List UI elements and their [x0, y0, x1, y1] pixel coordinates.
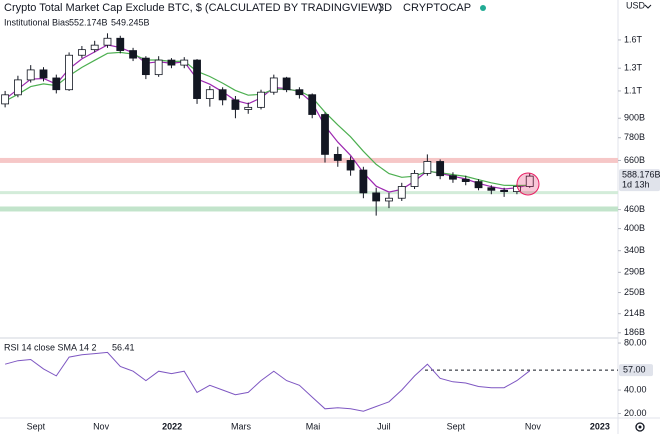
- candle-body: [167, 59, 176, 66]
- indicator-value: 549.245B: [111, 17, 150, 27]
- candle-body: [90, 44, 99, 51]
- candle-body: [39, 69, 48, 79]
- candle-body: [346, 160, 355, 171]
- rsi-tick-label: 40.00: [624, 384, 647, 394]
- rsi-tick-label: 20.00: [624, 408, 647, 418]
- x-tick-label: Juil: [377, 421, 391, 431]
- y-tick-label: 1.6T: [624, 34, 643, 44]
- candle-body: [321, 114, 329, 155]
- candle-body: [269, 77, 278, 93]
- y-tick-label: 340B: [624, 245, 645, 255]
- candle-body: [103, 37, 112, 46]
- status-dot: [480, 5, 486, 11]
- candle-body: [525, 175, 534, 187]
- candle-body: [295, 89, 304, 96]
- y-tick-label: 290B: [624, 267, 645, 277]
- candle-body: [116, 37, 125, 51]
- candle-body: [500, 189, 509, 192]
- x-tick-label: Sept: [447, 421, 466, 431]
- candle-body: [410, 173, 419, 187]
- candle-body: [474, 181, 483, 189]
- candle-body: [1, 94, 10, 105]
- y-tick-label: 460B: [624, 204, 645, 214]
- x-tick-label: Mai: [306, 421, 321, 431]
- y-tick-label: 780B: [624, 132, 645, 142]
- level-band: [0, 157, 618, 163]
- candle-body: [487, 187, 496, 191]
- candle-body: [461, 178, 470, 182]
- rsi-level-box: [619, 364, 653, 377]
- indicator-name: Institutional Bias: [4, 17, 70, 27]
- chart-title: Crypto Total Market Cap Exclude BTC, $ (…: [4, 2, 382, 14]
- candle-body: [141, 57, 150, 76]
- price-label: 588.176B: [622, 169, 660, 179]
- settings-icon[interactable]: [635, 422, 645, 432]
- candle-body: [231, 99, 240, 110]
- candle-body: [308, 94, 317, 115]
- gear-center[interactable]: [638, 425, 642, 429]
- highlight-circle: [516, 172, 540, 196]
- candle-body: [449, 175, 457, 180]
- x-tick-label: Nov: [525, 421, 542, 431]
- y-tick-label: 660B: [624, 155, 645, 165]
- x-tick-label: Sept: [27, 421, 46, 431]
- candle-body: [129, 50, 137, 59]
- candle-body: [154, 59, 163, 76]
- interval: 3D: [378, 2, 392, 14]
- candle-body: [218, 89, 227, 101]
- candle-body: [180, 59, 189, 66]
- currency-dropdown[interactable]: [644, 4, 652, 9]
- candle-body: [26, 69, 35, 81]
- indicator-value: 552.174B: [69, 17, 108, 27]
- y-tick-label: 250B: [624, 287, 645, 297]
- candle-body: [436, 161, 445, 177]
- rsi-line: [4, 351, 531, 412]
- level-band: [0, 191, 618, 195]
- y-tick-label: 186B: [624, 327, 645, 337]
- x-tick-label: Nov: [93, 421, 110, 431]
- symbol: CRYPTOCAP: [403, 2, 471, 14]
- rsi-name: RSI 14 close SMA 14 2: [4, 342, 97, 352]
- candle-body: [333, 153, 342, 161]
- price-label-box: [619, 169, 660, 192]
- y-tick-label: 900B: [624, 113, 645, 123]
- x-tick-label: Mars: [231, 421, 251, 431]
- plot: 186B 214B 250B 290B 340B 400B 460B 660B 780B 900B…: [0, 33, 660, 431]
- candle-body: [205, 89, 214, 99]
- candle-body: [244, 106, 253, 110]
- candle-body: [372, 192, 381, 202]
- y-tick-label: 400B: [624, 223, 645, 233]
- gear[interactable]: [635, 422, 645, 432]
- rsi-value: 56.41: [112, 342, 135, 352]
- candle-body: [397, 186, 406, 199]
- y-tick-label: 1.3T: [624, 63, 643, 73]
- countdown: 1d 13h: [622, 179, 650, 189]
- candle-body: [77, 49, 86, 56]
- currency[interactable]: USD: [626, 0, 646, 10]
- level-band: [0, 206, 618, 212]
- candle-body: [423, 161, 432, 174]
- candle-body: [282, 77, 291, 91]
- candle-body: [359, 169, 368, 194]
- y-tick-label: 214B: [624, 308, 645, 318]
- candle-body: [14, 79, 22, 96]
- candle-body: [385, 197, 393, 202]
- x-tick-label: 2022: [162, 421, 182, 431]
- candle-body: [52, 77, 61, 91]
- candle-body: [193, 59, 201, 99]
- candle-body: [65, 54, 73, 91]
- x-tick-label: 2023: [590, 421, 610, 431]
- candle-body: [257, 91, 265, 108]
- rsi-level-label: 57.00: [623, 364, 646, 374]
- rsi-tick-label: 80.00: [624, 337, 647, 347]
- y-tick-label: 1.1T: [624, 85, 643, 95]
